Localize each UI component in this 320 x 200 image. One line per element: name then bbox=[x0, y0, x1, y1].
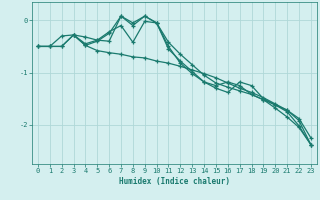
X-axis label: Humidex (Indice chaleur): Humidex (Indice chaleur) bbox=[119, 177, 230, 186]
